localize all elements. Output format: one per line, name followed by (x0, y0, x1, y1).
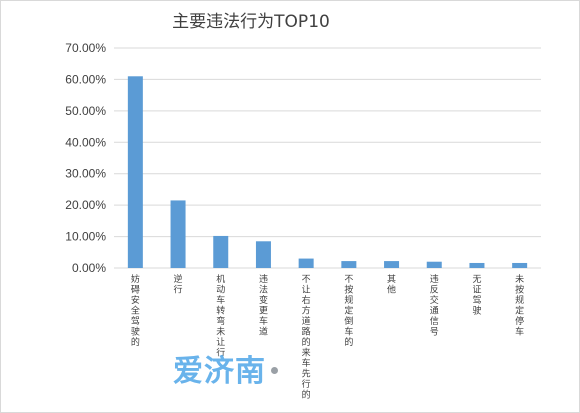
x-tick-label-0: 妨碍安全驾驶的 (131, 273, 140, 348)
y-tick-label-1: 10.00% (65, 230, 106, 244)
bar-6 (384, 261, 400, 268)
x-tick-label-7: 违反交通信号 (430, 274, 439, 338)
bar-0 (127, 76, 143, 269)
x-tick-label-6: 其他 (387, 274, 396, 296)
y-tick-label-2: 20.00% (65, 198, 106, 212)
watermark-logo: 爱济南 (173, 354, 266, 389)
bar-4 (298, 258, 314, 268)
y-tick-label-5: 50.00% (65, 104, 106, 118)
bar-2 (213, 235, 229, 268)
x-tick-label-4: 不让右方道路的来车先行的 (302, 274, 311, 401)
watermark-dot (271, 367, 278, 374)
bar-8 (469, 262, 485, 268)
x-tick-label-1: 逆行 (174, 273, 183, 296)
x-tick-label-2: 机动车转弯未让行 (216, 273, 225, 359)
y-tick-label-3: 30.00% (65, 167, 106, 181)
x-tick-label-5: 不按规定倒车的 (344, 274, 353, 348)
bar-3 (255, 241, 271, 268)
bar-9 (512, 262, 528, 268)
x-tick-label-3: 违法变更车道 (259, 274, 268, 338)
y-tick-label-6: 60.00% (65, 72, 106, 86)
y-tick-label-7: 70.00% (65, 41, 106, 55)
y-tick-label-4: 40.00% (65, 135, 106, 149)
x-axis-labels: 妨碍安全驾驶的 逆行 机动车转弯未让行 违法变更车道 不让右方道路的来车先行的 不按规定倒… (131, 273, 524, 401)
y-axis-ticks: 0.00% 10.00% 20.00% 30.00% 40.00% 50.00% 60.00… (65, 41, 106, 275)
x-tick-label-8: 无证驾驶 (472, 274, 481, 317)
bar-7 (426, 261, 442, 268)
bar-1 (170, 200, 186, 268)
y-tick-label-0: 0.00% (72, 261, 106, 275)
chart-title: 主要违法行为TOP10 (172, 12, 330, 32)
bars (127, 76, 528, 269)
bar-5 (341, 261, 357, 268)
x-tick-label-9: 未按规定停车 (515, 273, 524, 338)
